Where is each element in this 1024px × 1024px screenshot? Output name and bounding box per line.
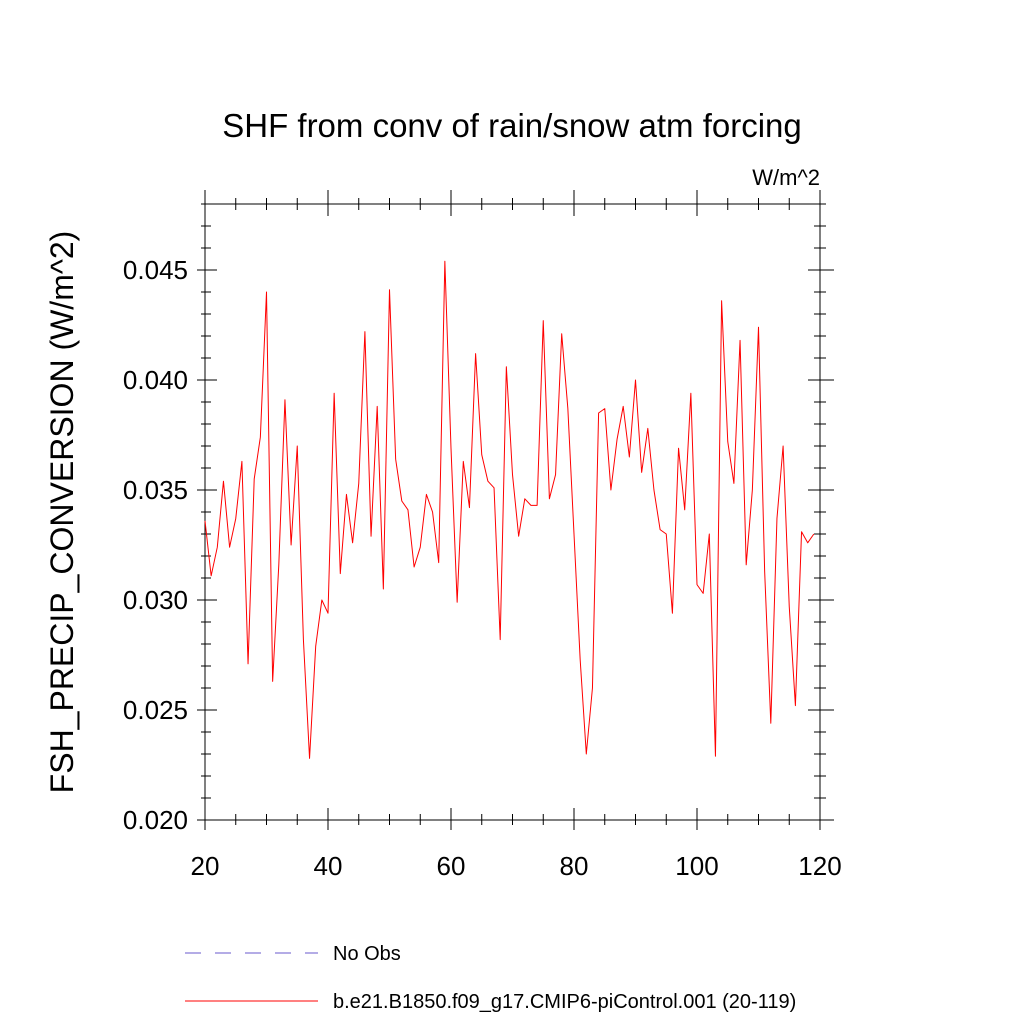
- series-group: [204, 260, 815, 759]
- axis-ticks: [197, 190, 834, 830]
- plot-frame: [204, 203, 821, 821]
- x-tick-label: 100: [675, 851, 718, 881]
- series-line: [204, 260, 815, 759]
- y-tick-label: 0.020: [123, 805, 188, 835]
- y-tick-label: 0.035: [123, 475, 188, 505]
- legend-label-model: b.e21.B1850.f09_g17.CMIP6-piControl.001 …: [333, 991, 796, 1013]
- axis-tick-labels: 20 40 60 80 100 120 0.020 0.025 0.030 0.035 0.040 0…: [123, 255, 842, 881]
- x-tick-label: 40: [314, 851, 343, 881]
- legend-label-no-obs: No Obs: [333, 943, 401, 965]
- y-tick-label: 0.040: [123, 365, 188, 395]
- chart-title: SHF from conv of rain/snow atm forcing: [222, 107, 802, 144]
- y-tick-label: 0.030: [123, 585, 188, 615]
- x-tick-label: 120: [798, 851, 841, 881]
- legend: No Obs b.e21.B1850.f09_g17.CMIP6-piContr…: [185, 943, 796, 1013]
- x-tick-label: 60: [437, 851, 466, 881]
- units-label: W/m^2: [752, 165, 820, 190]
- y-tick-label: 0.045: [123, 255, 188, 285]
- y-axis-label: FSH_PRECIP_CONVERSION (W/m^2): [44, 231, 80, 794]
- y-tick-label: 0.025: [123, 695, 188, 725]
- x-tick-label: 20: [191, 851, 220, 881]
- x-tick-label: 80: [560, 851, 589, 881]
